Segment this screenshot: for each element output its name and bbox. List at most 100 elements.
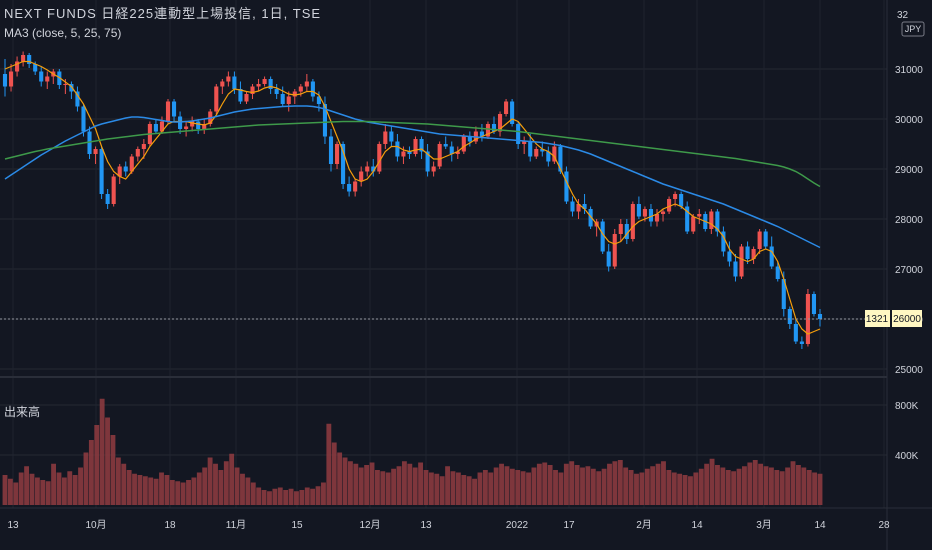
volume-bar <box>148 477 154 505</box>
candle-body <box>461 136 466 152</box>
candle-body <box>642 209 647 217</box>
ma75-line <box>4 120 821 188</box>
volume-bar <box>520 471 526 505</box>
volume-bar <box>509 468 515 505</box>
time-tick-label: 10月 <box>85 519 106 531</box>
candle-body <box>129 156 134 172</box>
volume-bar <box>617 460 623 505</box>
volume-bar <box>812 472 818 505</box>
volume-bar <box>569 461 575 505</box>
volume-bar <box>348 461 353 505</box>
candle-body <box>256 84 261 87</box>
volume-bar <box>682 475 688 505</box>
candle-body <box>280 94 285 104</box>
candle-body <box>244 94 249 102</box>
candle-body <box>455 151 460 154</box>
volume-bar <box>661 461 666 505</box>
candle-body <box>365 166 370 172</box>
candle-body <box>377 144 382 172</box>
candle-body <box>793 324 798 342</box>
candle-body <box>540 149 545 152</box>
candle-body <box>769 246 774 267</box>
candle-body <box>45 76 50 82</box>
volume-bar <box>612 461 618 505</box>
volume-bar <box>742 466 747 505</box>
volume-bar <box>18 472 24 505</box>
volume-bar <box>40 480 46 505</box>
candle-body <box>576 204 581 212</box>
volume-bar <box>720 467 726 505</box>
time-tick-label: 3月 <box>756 519 772 531</box>
candle-body <box>817 314 823 319</box>
volume-bar <box>450 471 456 505</box>
volume-bar <box>315 486 321 505</box>
volume-bar <box>159 472 164 505</box>
volume-bar <box>736 468 742 505</box>
price-tick-label: 29000 <box>895 165 923 176</box>
volume-bar <box>817 473 823 505</box>
volume-bar <box>763 466 769 505</box>
candle-body <box>298 86 303 92</box>
candle-body <box>347 184 352 192</box>
volume-bar <box>650 466 656 505</box>
volume-bar <box>644 468 650 505</box>
volume-bar <box>78 467 83 505</box>
volume-bar <box>56 472 62 505</box>
volume-bar <box>223 461 229 505</box>
candle-body <box>69 84 74 92</box>
candle-body <box>419 139 424 152</box>
volume-bar <box>261 490 267 505</box>
volume-bar <box>488 472 494 505</box>
time-tick-label: 14 <box>691 520 703 531</box>
moving-averages <box>4 60 821 335</box>
volume-legend[interactable]: 出来高 <box>4 404 40 419</box>
volume-bar <box>558 472 564 505</box>
volume-bar <box>294 491 299 505</box>
candle-body <box>673 194 678 199</box>
volume-bar <box>715 465 720 505</box>
volume-bar <box>725 470 731 505</box>
candle-body <box>443 144 448 147</box>
volume-bar <box>455 472 461 505</box>
volume-bar <box>445 466 451 505</box>
candle-body <box>582 204 587 209</box>
candle-body <box>522 141 527 144</box>
volume-bar <box>94 425 100 505</box>
candle-body <box>425 151 430 172</box>
currency-box[interactable] <box>901 21 925 37</box>
volume-axis[interactable]: 800K 400K <box>895 401 919 462</box>
candle-body <box>190 121 195 127</box>
candle-body <box>733 261 738 277</box>
candle-body <box>214 86 219 112</box>
candle-body <box>709 211 714 229</box>
volume-bar <box>590 468 596 505</box>
indicator-legend[interactable]: MA3 (close, 5, 25, 75) <box>4 26 121 40</box>
candle-body <box>491 124 497 132</box>
volume-bar <box>272 488 278 505</box>
volume-bar <box>326 423 332 505</box>
volume-bar <box>790 461 796 505</box>
candle-body <box>359 171 364 182</box>
volume-bar <box>666 470 672 505</box>
volume-bar <box>623 467 629 505</box>
volume-bar <box>461 475 467 505</box>
volume-bar <box>180 482 186 505</box>
candle-body <box>479 131 484 137</box>
volume-bar <box>196 472 202 505</box>
volume-bar <box>434 473 440 505</box>
candle-body <box>371 166 376 172</box>
candle-body <box>93 149 98 154</box>
candle-body <box>510 101 515 124</box>
candle-body <box>159 121 165 132</box>
price-tick-label: 30000 <box>895 115 923 126</box>
candle-body <box>715 211 720 232</box>
time-tick-label: 28 <box>878 520 890 531</box>
candle-body <box>310 81 315 97</box>
candle-body <box>600 221 605 252</box>
candle-body <box>781 279 786 309</box>
candle-body <box>630 204 635 239</box>
time-axis[interactable]: 13 10月 18 11月 15 12月 13 2022 17 2月 14 3月 14 28 <box>7 519 890 531</box>
candle-body <box>437 144 442 167</box>
candle-body <box>171 101 177 117</box>
